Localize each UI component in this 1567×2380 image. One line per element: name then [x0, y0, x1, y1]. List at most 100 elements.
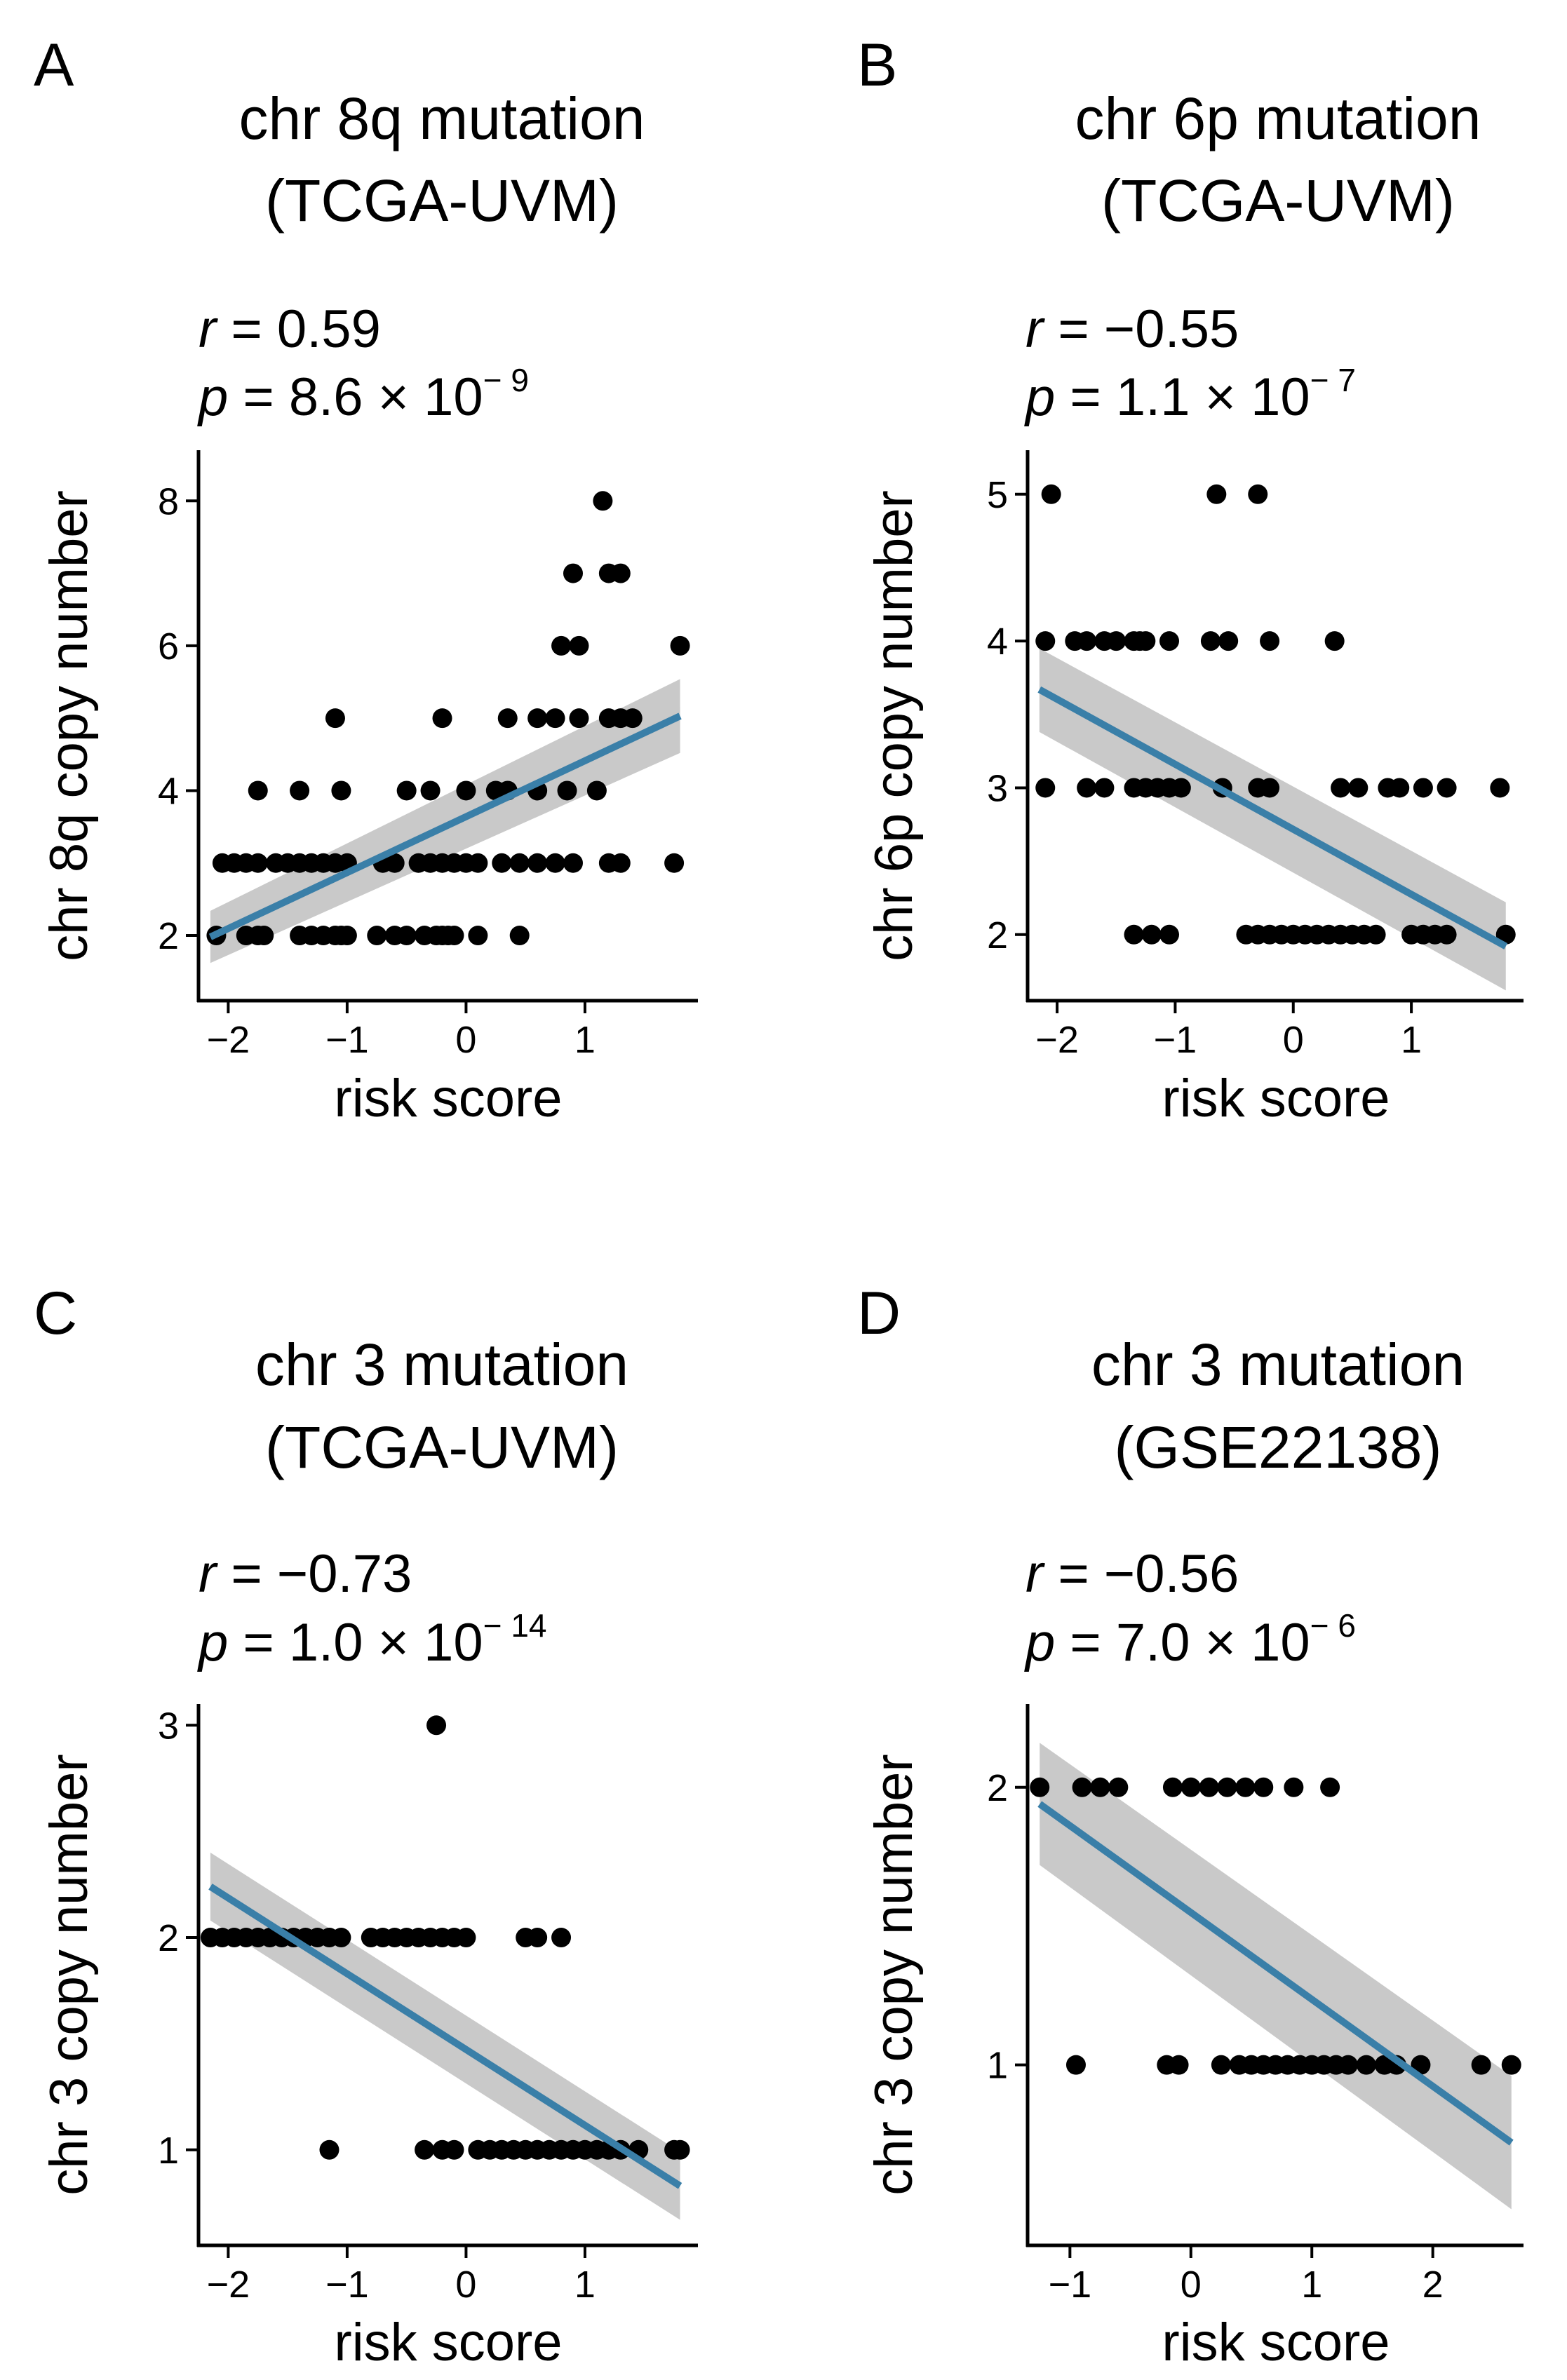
y-tick-label: 3	[158, 1705, 179, 1747]
data-point	[1253, 1777, 1274, 1797]
x-axis-label: risk score	[1162, 1069, 1390, 1128]
data-point	[1471, 2055, 1491, 2075]
x-tick-label: 0	[1283, 1019, 1304, 1061]
data-point	[569, 708, 589, 729]
x-tick-label: 2	[1423, 2264, 1444, 2306]
data-point	[254, 926, 274, 946]
panel-letter: D	[857, 1280, 901, 1347]
data-point	[497, 708, 518, 729]
y-axis-label: chr 6p copy number	[864, 490, 924, 961]
y-tick-label: 4	[158, 770, 179, 812]
chart-title-line2: (GSE22138)	[1115, 1414, 1442, 1480]
correlation-r-text: r = −0.55	[1025, 299, 1239, 359]
data-point	[1136, 631, 1156, 651]
x-tick-label: −1	[325, 1019, 369, 1061]
x-tick-label: −1	[1049, 2264, 1092, 2306]
data-point	[1072, 1777, 1092, 1797]
correlation-p-text: p = 7.0 × 10− 6	[1024, 1607, 1356, 1672]
data-point	[1490, 778, 1510, 798]
data-point	[1159, 924, 1179, 945]
data-point	[670, 2139, 690, 2160]
data-point	[1077, 631, 1097, 651]
data-point	[1200, 631, 1220, 651]
panel-letter: C	[34, 1280, 77, 1347]
data-point	[670, 635, 690, 656]
data-point	[586, 780, 607, 801]
panel-letter: B	[857, 32, 897, 99]
data-point	[1366, 924, 1386, 945]
data-point	[1211, 2055, 1231, 2075]
data-point	[367, 926, 387, 946]
data-point	[1260, 631, 1280, 651]
data-point	[563, 853, 583, 873]
data-point	[610, 563, 631, 583]
data-point	[420, 780, 440, 801]
data-point	[1248, 484, 1268, 504]
x-tick-label: 1	[574, 2264, 596, 2306]
chart-title-line1: chr 3 mutation	[255, 1332, 628, 1398]
data-point	[456, 780, 476, 801]
data-point	[1284, 1777, 1304, 1797]
data-point	[337, 926, 357, 946]
x-tick-label: 0	[1181, 2264, 1202, 2306]
x-tick-label: −1	[1154, 1019, 1197, 1061]
data-point	[1495, 924, 1516, 945]
x-axis-label: risk score	[1162, 2313, 1390, 2372]
correlation-r-text: r = −0.56	[1025, 1544, 1239, 1604]
data-point	[290, 780, 310, 801]
data-point	[396, 926, 417, 946]
data-point	[1437, 924, 1457, 945]
y-axis-label: chr 3 copy number	[864, 1754, 924, 2195]
chart-title-line1: chr 8q mutation	[239, 86, 645, 151]
x-tick-label: −2	[207, 1019, 250, 1061]
data-point	[1030, 1777, 1050, 1797]
y-tick-label: 2	[987, 914, 1008, 956]
data-point	[1320, 1777, 1340, 1797]
data-point	[1159, 631, 1179, 651]
data-point	[432, 708, 452, 729]
data-point	[1065, 2055, 1086, 2075]
data-point	[1108, 1777, 1129, 1797]
data-point	[622, 708, 643, 729]
chart-title-line2: (TCGA-UVM)	[265, 1414, 619, 1480]
data-point	[1437, 778, 1457, 798]
y-tick-label: 1	[987, 2045, 1008, 2087]
data-point	[1169, 2055, 1189, 2075]
data-point	[509, 926, 530, 946]
data-point	[468, 926, 488, 946]
data-point	[426, 1715, 447, 1736]
y-tick-label: 2	[158, 915, 179, 957]
data-point	[1141, 924, 1162, 945]
data-point	[1035, 778, 1056, 798]
data-point	[331, 780, 351, 801]
data-point	[664, 853, 685, 873]
x-tick-label: 0	[455, 1019, 476, 1061]
data-point	[551, 1928, 572, 1948]
panel-d: D chr 3 mutation (GSE22138) r = −0.56 p …	[857, 1280, 1524, 2372]
data-point	[610, 853, 631, 873]
regression-line	[1037, 686, 1508, 949]
data-point	[593, 491, 613, 511]
data-point	[444, 926, 464, 946]
correlation-p-text: p = 1.0 × 10− 14	[197, 1607, 547, 1672]
chart-title-line2: (TCGA-UVM)	[265, 168, 619, 234]
chart-title-line1: chr 3 mutation	[1091, 1332, 1465, 1398]
data-point	[1390, 778, 1410, 798]
x-tick-label: 0	[455, 2264, 476, 2306]
data-point	[1199, 1777, 1219, 1797]
data-point	[444, 2139, 464, 2160]
data-point	[545, 708, 565, 729]
data-point	[396, 780, 417, 801]
x-tick-label: 1	[1401, 1019, 1422, 1061]
y-tick-label: 4	[987, 621, 1008, 663]
x-tick-label: 1	[1301, 2264, 1322, 2306]
y-tick-label: 8	[158, 480, 179, 522]
x-tick-label: 1	[574, 1019, 596, 1061]
data-point	[319, 2139, 339, 2160]
data-point	[1106, 631, 1127, 651]
panel-b: B chr 6p mutation (TCGA-UVM) r = −0.55 p…	[857, 32, 1524, 1128]
data-point	[248, 780, 268, 801]
data-point	[331, 1928, 351, 1948]
correlation-p-text: p = 1.1 × 10− 7	[1024, 362, 1356, 427]
confidence-band	[210, 679, 680, 964]
